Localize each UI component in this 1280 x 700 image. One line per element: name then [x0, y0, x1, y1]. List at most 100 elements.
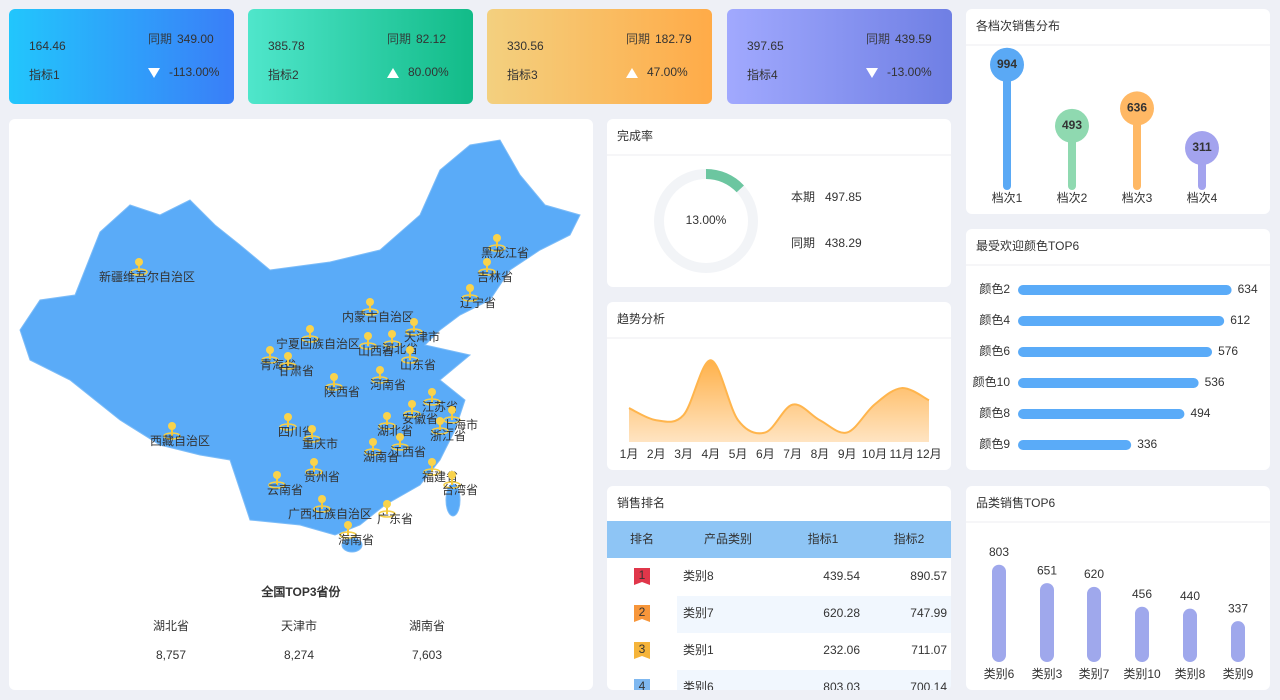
map-region-label: 辽宁省 [460, 295, 496, 310]
map-region-label: 山西省 [358, 344, 394, 358]
map-pin-head [383, 500, 391, 508]
panel [607, 302, 951, 470]
value-label: 612 [1230, 313, 1250, 327]
rank-number: 4 [639, 679, 646, 693]
value-label: 456 [1132, 587, 1152, 601]
value-label: 634 [1238, 282, 1258, 296]
map-region-label: 西藏自治区 [150, 434, 210, 448]
value-label: 651 [1037, 563, 1057, 577]
bar [1018, 440, 1132, 450]
kpi-change: 47.00% [647, 65, 688, 79]
map-pin-head [408, 400, 416, 408]
value-label: 440 [1180, 589, 1200, 603]
top3-value: 8,757 [156, 648, 186, 662]
kpi-compare-value: 182.79 [655, 32, 692, 46]
top3-value: 8,274 [284, 648, 314, 662]
y-tick-label: 颜色8 [979, 405, 1010, 420]
column-header: 排名 [630, 531, 654, 546]
panel-title: 各档次销售分布 [976, 18, 1060, 33]
panel [607, 119, 951, 287]
value-label: 620 [1084, 567, 1104, 581]
map-region-label: 宁夏回族自治区 [276, 336, 360, 351]
map-pin-head [483, 258, 491, 266]
value-label: 536 [1205, 375, 1225, 389]
map-pin-head [284, 413, 292, 421]
kpi-value: 330.56 [507, 39, 544, 53]
x-tick-label: 档次2 [1057, 191, 1088, 205]
map-region-label: 广东省 [377, 512, 413, 526]
kpi-compare-label: 同期 [148, 32, 172, 46]
column-header: 指标1 [808, 531, 839, 546]
kpi-trend-arrow [866, 68, 878, 78]
kpi-compare-label: 同期 [626, 32, 650, 46]
y-tick-label: 颜色2 [979, 281, 1010, 296]
stat-value: 438.29 [825, 236, 862, 250]
map-pin-head [448, 471, 456, 479]
map-pin-head [466, 284, 474, 292]
x-tick-label: 5月 [729, 447, 748, 461]
x-tick-label: 9月 [838, 447, 857, 461]
value-cell: 890.57 [910, 569, 947, 583]
map-pin-head [388, 330, 396, 338]
map-pin-head [396, 433, 404, 441]
map-pin-head [376, 366, 384, 374]
column-header: 指标2 [894, 531, 925, 546]
rank-number: 1 [639, 568, 646, 582]
x-tick-label: 11月 [889, 447, 913, 461]
map-region-label: 广西壮族自治区 [288, 507, 372, 521]
rank-number: 2 [639, 605, 646, 619]
value-cell: 232.06 [823, 643, 860, 657]
top3-title: 全国TOP3省份 [260, 584, 341, 599]
value-label: 576 [1218, 344, 1238, 358]
map-pin-head [308, 425, 316, 433]
map-pin-head [318, 495, 326, 503]
map-pin-head [436, 417, 444, 425]
kpi-name: 指标2 [268, 67, 299, 82]
kpi-change: -13.00% [887, 65, 932, 79]
map-pin-head [344, 521, 352, 529]
panel [607, 486, 951, 690]
x-tick-label: 档次3 [1122, 191, 1153, 205]
x-tick-label: 2月 [647, 447, 666, 461]
y-tick-label: 颜色10 [973, 374, 1011, 389]
x-tick-label: 档次4 [1187, 191, 1218, 205]
y-tick-label: 颜色9 [979, 436, 1010, 451]
map-region-label: 上海市 [442, 417, 478, 432]
y-tick-label: 颜色6 [979, 343, 1010, 358]
map-region-label: 台湾省 [442, 482, 478, 497]
map-pin-head [493, 234, 501, 242]
lollipop-head [1120, 91, 1154, 126]
map-pin-head [369, 438, 377, 446]
lollipop-head [1185, 131, 1219, 166]
top3-name: 湖北省 [153, 618, 189, 633]
map-pin-head [306, 325, 314, 333]
map-region-label: 山东省 [400, 358, 436, 372]
rank-badge [634, 679, 650, 690]
x-tick-label: 类别7 [1079, 667, 1110, 681]
bar [1231, 621, 1245, 662]
stat-label: 本期 [791, 190, 815, 204]
bar [1018, 347, 1213, 357]
y-tick-label: 颜色4 [979, 312, 1010, 327]
kpi-value: 164.46 [29, 39, 66, 53]
rank-badge [634, 642, 650, 659]
map-pin-head [330, 373, 338, 381]
x-tick-label: 档次1 [992, 191, 1023, 205]
panel-title: 趋势分析 [617, 312, 665, 326]
map-pin-head [135, 258, 143, 266]
bar [1087, 586, 1101, 662]
map-pin-head [266, 346, 274, 354]
map-pin-head [410, 318, 418, 326]
bar [1018, 409, 1185, 419]
kpi-card [727, 9, 952, 104]
china-map [19, 139, 581, 553]
kpi-compare-value: 349.00 [177, 32, 214, 46]
x-tick-label: 3月 [674, 447, 693, 461]
map-region-label: 安徽省 [402, 411, 438, 426]
kpi-compare-value: 439.59 [895, 32, 932, 46]
map-pin-head [284, 352, 292, 360]
table-header [607, 521, 951, 558]
x-tick-label: 类别10 [1123, 667, 1161, 681]
kpi-card [248, 9, 473, 104]
x-tick-label: 6月 [756, 447, 775, 461]
